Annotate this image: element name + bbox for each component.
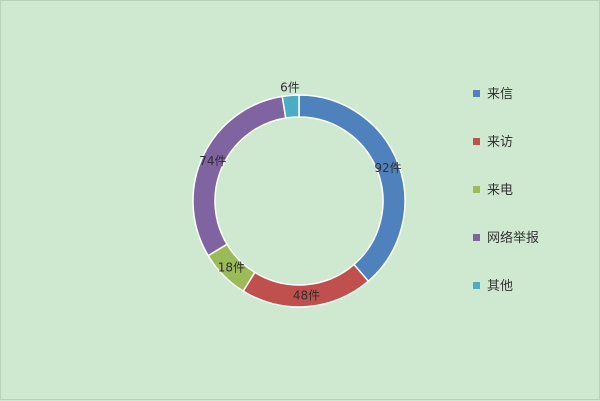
slice-4 bbox=[192, 95, 287, 257]
legend-swatch-3 bbox=[473, 186, 480, 193]
data-label-3: 18件 bbox=[218, 261, 245, 275]
legend-swatch-5 bbox=[473, 282, 480, 289]
legend-label-2: 来访 bbox=[487, 135, 513, 150]
legend-label-5: 其他 bbox=[487, 279, 513, 294]
legend-swatch-4 bbox=[473, 234, 480, 241]
slice-group bbox=[192, 94, 406, 308]
legend-label-1: 来信 bbox=[487, 87, 513, 102]
data-label-2: 48件 bbox=[293, 289, 320, 303]
slice-1 bbox=[298, 94, 406, 283]
data-label-1: 92件 bbox=[374, 161, 401, 175]
slice-5 bbox=[281, 94, 300, 119]
data-label-4: 74件 bbox=[199, 154, 226, 168]
data-label-group: 92件 48件 18件 74件 6件 bbox=[199, 80, 401, 302]
data-label-5: 6件 bbox=[280, 80, 300, 94]
legend-swatch-2 bbox=[473, 138, 480, 145]
legend-label-4: 网络举报 bbox=[487, 230, 539, 246]
legend-label-3: 来电 bbox=[487, 183, 513, 198]
legend-swatch-1 bbox=[473, 90, 480, 97]
